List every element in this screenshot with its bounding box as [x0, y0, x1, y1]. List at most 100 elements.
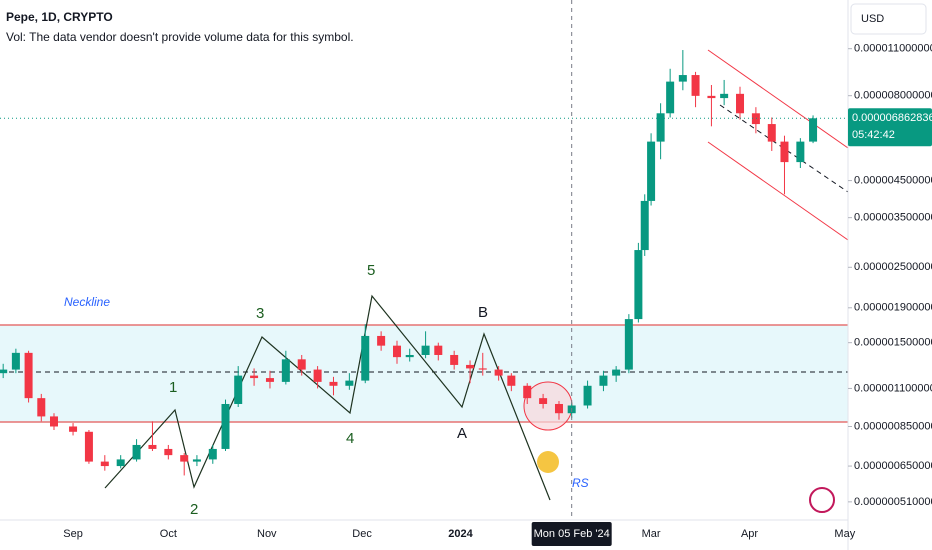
candle-body	[434, 345, 443, 355]
crosshair-box	[531, 522, 612, 546]
candle-body	[523, 385, 532, 399]
candle-body	[164, 448, 173, 456]
volume-note: Vol: The data vendor doesn't provide vol…	[6, 30, 354, 44]
candle-body	[116, 459, 125, 467]
y-tick-label: 0.000000650000	[854, 460, 932, 472]
annotation: Neckline	[64, 295, 110, 309]
candle-body	[634, 250, 643, 320]
candle-body	[751, 113, 760, 125]
x-tick-label: Nov	[257, 528, 277, 540]
candle-body	[377, 335, 386, 346]
candle-body	[780, 141, 789, 163]
candle-body	[450, 354, 459, 365]
candle-body	[11, 352, 20, 370]
y-tick-label: 0.000002500000	[854, 261, 932, 273]
candle-body	[281, 359, 290, 382]
annotation: RS	[572, 476, 589, 490]
annotation: 1	[169, 379, 177, 396]
candle-body	[84, 431, 93, 462]
y-tick-label: 0.000001900000	[854, 302, 932, 314]
candle-body	[0, 369, 8, 374]
candle-body	[221, 403, 230, 449]
candle-body	[647, 141, 656, 201]
candle-body	[329, 381, 338, 386]
y-tick-label: 0.000004500000	[854, 174, 932, 186]
candle-body	[612, 369, 621, 376]
candle-body	[265, 378, 274, 382]
y-tick-label: 0.000000510000	[854, 496, 932, 508]
last-price-box	[848, 108, 932, 147]
candle-body	[421, 345, 430, 355]
countdown: 05:42:42	[852, 129, 895, 141]
annotation: 2	[190, 501, 198, 518]
channel-mid	[719, 104, 849, 193]
x-tick-label: Oct	[160, 528, 177, 540]
candle-body	[478, 368, 487, 370]
candle-body	[69, 426, 78, 432]
candle-body	[208, 448, 217, 460]
candle-body	[583, 385, 592, 406]
candle-body	[736, 93, 745, 114]
candle-body	[180, 455, 189, 462]
wave-lines	[104, 294, 551, 501]
x-tick-label: Apr	[741, 528, 758, 540]
currency-label: USD	[861, 13, 884, 25]
neckline-zone	[0, 325, 848, 422]
candle-body	[24, 352, 33, 399]
emoji	[537, 451, 559, 473]
candle-body	[345, 380, 354, 386]
candle-body	[796, 141, 805, 163]
candle-body	[361, 335, 370, 381]
x-tick-label: Dec	[352, 528, 372, 540]
channel-top	[707, 49, 849, 149]
candles	[0, 50, 818, 476]
candle-body	[678, 75, 687, 82]
currency-button[interactable]	[850, 3, 927, 35]
y-tick-label: 0.000008000000	[854, 90, 932, 102]
x-tick-label: Sep	[63, 528, 83, 540]
annotation: 5	[367, 262, 375, 279]
annotation: B	[478, 304, 488, 321]
symbol-title: Pepe, 1D, CRYPTO	[6, 10, 113, 24]
candle-body	[313, 369, 322, 382]
channel-bottom	[707, 141, 849, 241]
x-tick-label: May	[834, 528, 855, 540]
candle-body	[37, 398, 46, 417]
candle-body	[767, 124, 776, 142]
last-price-label: 0.000006862836	[852, 112, 932, 124]
annotation: 4	[346, 430, 354, 447]
candle-body	[393, 345, 402, 358]
candle-body	[49, 416, 58, 427]
candle-body	[507, 375, 516, 386]
x-tick-label: 2024	[448, 528, 473, 540]
logo[interactable]	[809, 487, 835, 513]
candle-body	[809, 118, 818, 142]
y-tick-label: 0.000011000000	[854, 43, 932, 55]
candle-body	[192, 459, 201, 462]
candle-body	[707, 95, 716, 99]
x-tick-label: Mar	[642, 528, 661, 540]
candle-body	[720, 93, 729, 99]
candle-body	[132, 444, 141, 460]
candle-body	[100, 461, 109, 467]
candle-body	[250, 375, 259, 379]
candle-body	[656, 113, 665, 142]
y-tick-label: 0.000003500000	[854, 212, 932, 224]
y-tick-label: 0.000000850000	[854, 420, 932, 432]
candle-body	[234, 375, 243, 404]
candle-body	[624, 319, 633, 370]
y-tick-label: 0.000001500000	[854, 337, 932, 349]
annotation: A	[457, 425, 467, 442]
candle-body	[297, 359, 306, 370]
candle-body	[494, 369, 503, 376]
candle-body	[640, 200, 649, 251]
y-tick-label: 0.000001100000	[854, 382, 932, 394]
crosshair-label: Mon 05 Feb '24	[534, 528, 610, 540]
candle-body	[148, 444, 157, 449]
candle-body	[554, 403, 563, 414]
candle-body	[666, 81, 675, 114]
candle-body	[405, 354, 414, 358]
candle-body	[599, 375, 608, 386]
candle-body	[466, 364, 475, 369]
